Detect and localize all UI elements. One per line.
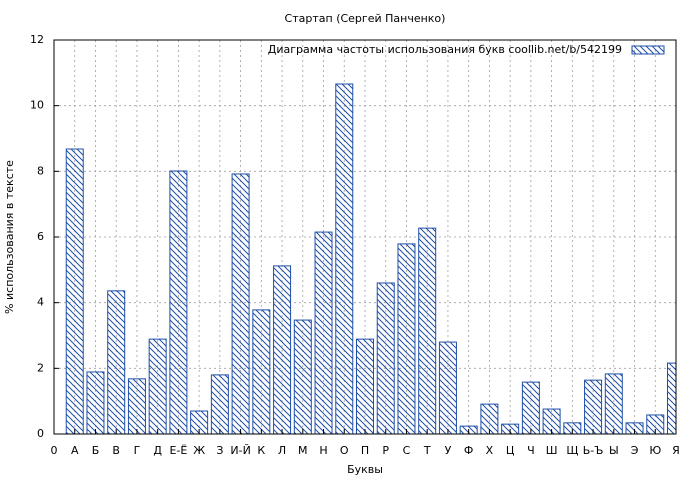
x-tick-label: Ш	[546, 444, 558, 457]
legend-label: Диаграмма частоты использования букв coo…	[268, 43, 622, 56]
x-tick-label: К	[257, 444, 265, 457]
x-tick-label: Т	[423, 444, 431, 457]
x-tick-label: А	[71, 444, 79, 457]
x-tick-label: М	[298, 444, 308, 457]
bar	[438, 341, 457, 434]
x-tick-label: Ю	[649, 444, 661, 457]
bar	[604, 373, 623, 434]
x-tick-label: О	[340, 444, 349, 457]
bar	[521, 381, 540, 434]
bar	[584, 379, 603, 434]
y-tick-label: 12	[30, 33, 44, 46]
bar	[563, 422, 582, 434]
bar	[335, 83, 354, 434]
x-tick-label: Д	[153, 444, 162, 457]
x-tick-label: Ь-Ъ	[583, 444, 604, 457]
x-tick-label: Р	[382, 444, 389, 457]
y-tick-label: 10	[30, 99, 44, 112]
x-tick-label: Ж	[193, 444, 205, 457]
bar	[107, 290, 126, 434]
y-tick-label: 4	[37, 296, 44, 309]
bar	[293, 319, 312, 434]
chart-title: Стартап (Сергей Панченко)	[285, 12, 446, 25]
x-tick-label: Х	[486, 444, 494, 457]
bar	[65, 148, 84, 434]
bar	[231, 173, 250, 434]
x-axis-label: Буквы	[347, 463, 383, 476]
bar	[210, 374, 229, 434]
x-tick-label: Ы	[609, 444, 619, 457]
bar	[169, 170, 188, 434]
x-tick-label: 0	[51, 444, 58, 457]
legend-swatch	[631, 45, 665, 55]
bars	[65, 83, 676, 434]
bar	[625, 422, 644, 434]
x-tick-label: Е-Ё	[169, 444, 187, 457]
x-tick-label: Ц	[506, 444, 515, 457]
bar	[355, 338, 375, 434]
x-tick-label: З	[216, 444, 223, 457]
x-tick-label: Л	[278, 444, 286, 457]
bar	[480, 403, 499, 434]
x-tick-label: Э	[631, 444, 639, 457]
x-tick-label: Н	[319, 444, 327, 457]
x-tick-label: Щ	[566, 444, 578, 457]
y-tick-label: 6	[37, 230, 44, 243]
bar	[86, 371, 105, 434]
bar	[148, 338, 167, 434]
bar	[127, 378, 146, 434]
bar	[252, 309, 271, 434]
x-tick-label: Ф	[464, 444, 473, 457]
bar	[418, 227, 437, 434]
x-tick-label: Г	[134, 444, 141, 457]
x-tick-label: В	[112, 444, 120, 457]
y-tick-label: 0	[37, 427, 44, 440]
y-tick-label: 2	[37, 361, 44, 374]
x-tick-label: У	[445, 444, 452, 457]
x-tick-label: П	[361, 444, 369, 457]
bar	[397, 243, 416, 434]
y-tick-label: 8	[37, 164, 44, 177]
bar	[314, 231, 333, 434]
x-tick-label: С	[403, 444, 411, 457]
y-axis-label: % использования в тексте	[3, 160, 16, 314]
x-tick-label: Ч	[527, 444, 535, 457]
bar	[273, 265, 292, 434]
x-tick-label: И-Й	[230, 444, 250, 457]
x-tick-label: Б	[92, 444, 100, 457]
bar	[376, 282, 395, 434]
x-tick-label: Я	[672, 444, 680, 457]
